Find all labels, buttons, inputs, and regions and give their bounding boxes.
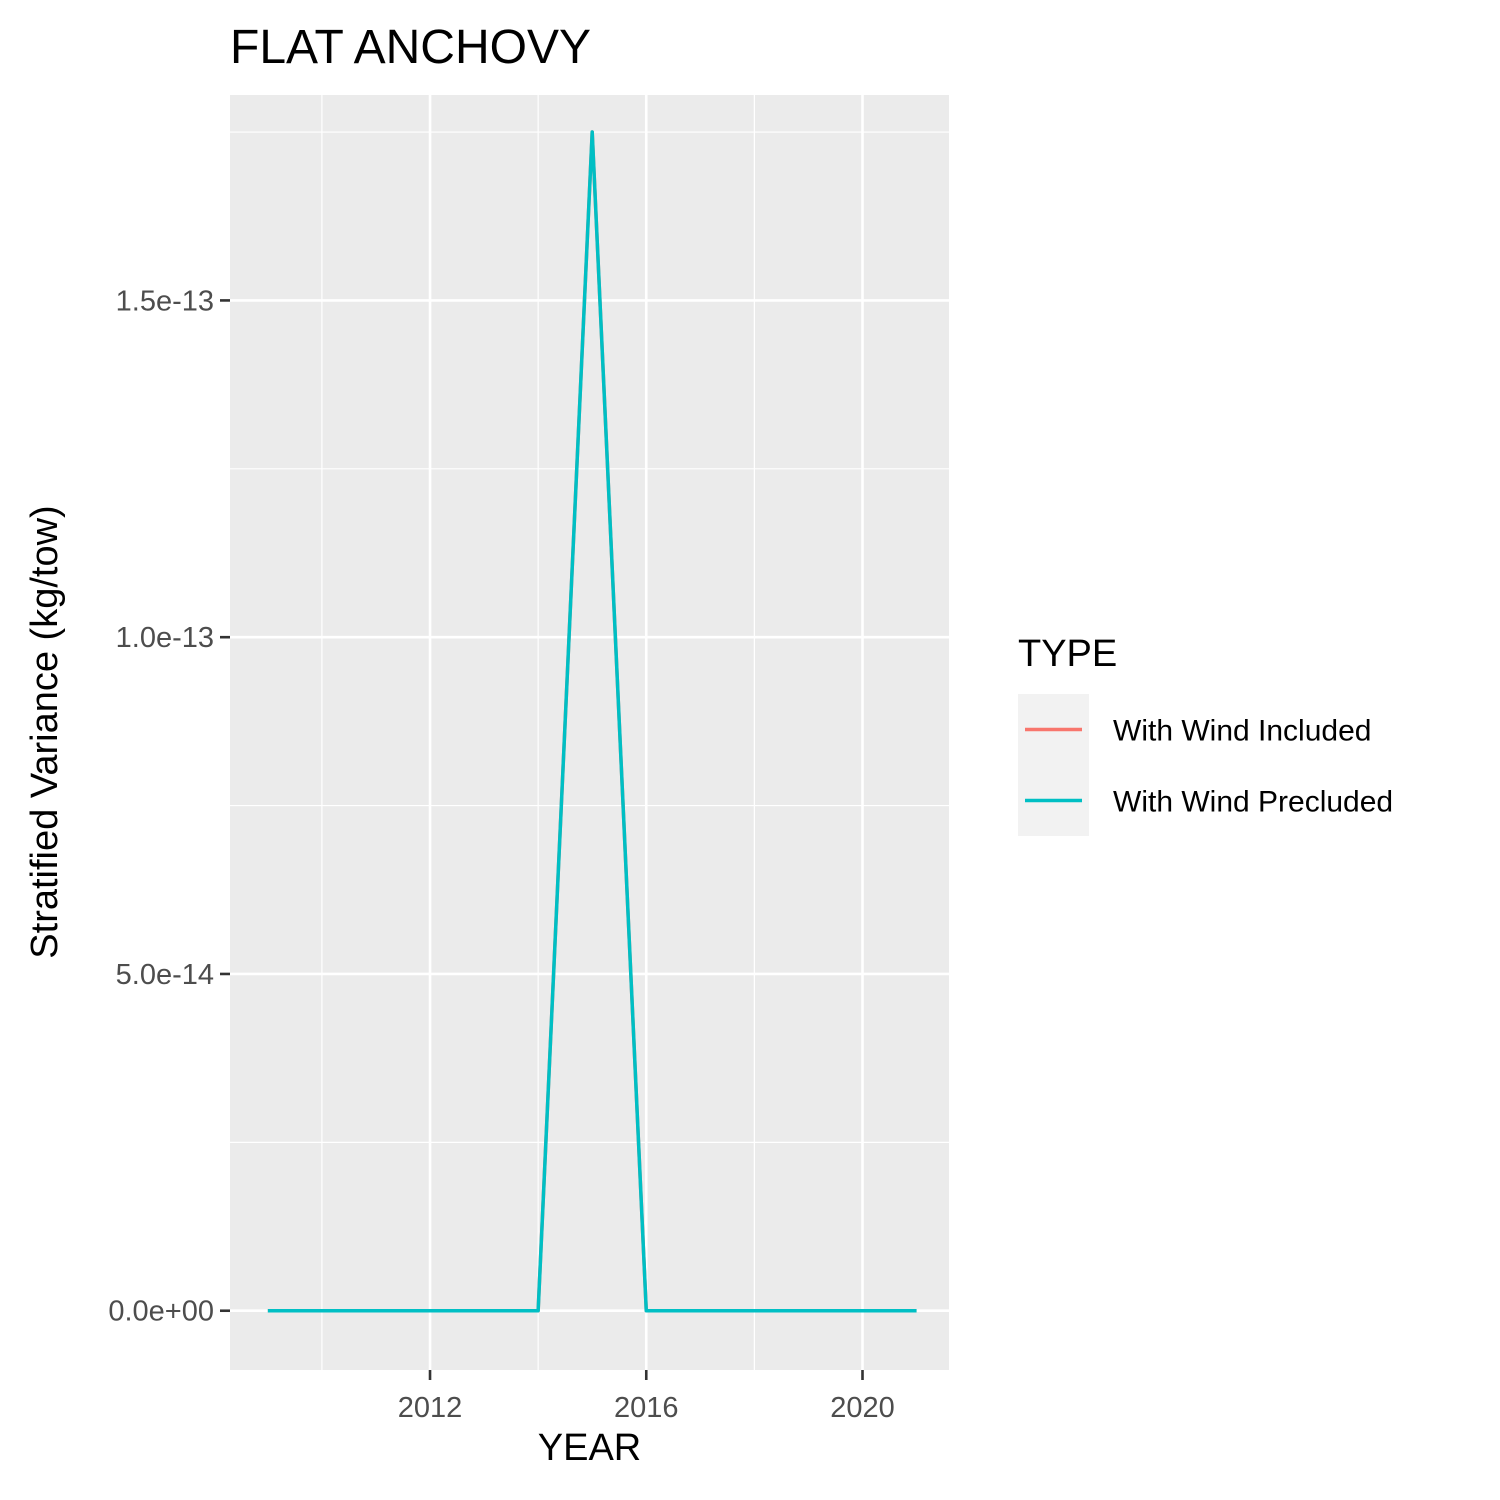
y-tick-label: 0.0e+00 [108, 1296, 214, 1328]
y-axis: 0.0e+00 5.0e-14 1.0e-13 1.5e-13 [108, 285, 230, 1328]
plot-panel [230, 95, 949, 1370]
y-tick-label: 1.5e-13 [116, 285, 214, 317]
chart-title: FLAT ANCHOVY [230, 21, 591, 74]
x-tick-label: 2016 [614, 1392, 679, 1424]
x-axis: 2012 2016 2020 [398, 1370, 895, 1424]
y-axis-title: Stratified Variance (kg/tow) [24, 505, 66, 958]
series-line-2 [267, 130, 917, 1313]
series-layer [267, 130, 917, 1313]
legend-label: With Wind Precluded [1113, 786, 1393, 819]
legend-title: TYPE [1018, 633, 1117, 675]
legend-keys: With Wind Included With Wind Precluded [1018, 694, 1393, 836]
legend: TYPE With Wind Included With Wind Preclud… [1018, 633, 1393, 836]
x-tick-label: 2020 [830, 1392, 895, 1424]
y-tick-label: 5.0e-14 [116, 959, 214, 991]
x-axis-title: YEAR [538, 1427, 641, 1469]
y-tick-label: 1.0e-13 [116, 622, 214, 654]
legend-label: With Wind Included [1113, 715, 1371, 748]
grid-minor [230, 95, 949, 1370]
x-tick-label: 2012 [398, 1392, 463, 1424]
